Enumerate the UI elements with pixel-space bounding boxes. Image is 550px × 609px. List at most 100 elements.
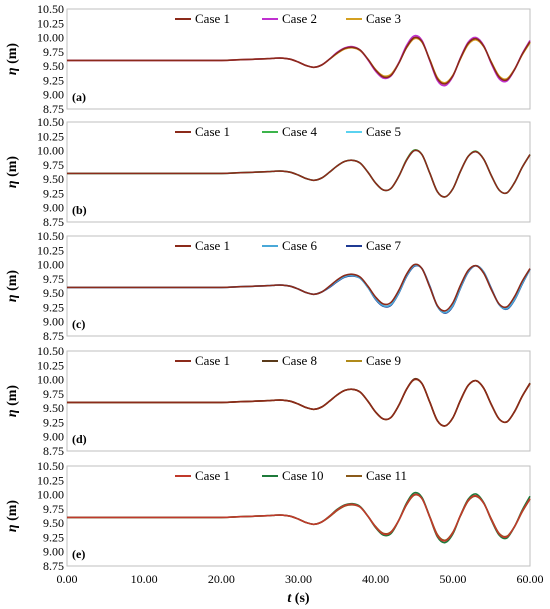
y-tick-label: 9.25 bbox=[43, 186, 64, 200]
x-tick-label: 0.00 bbox=[57, 572, 78, 586]
panel-label: (a) bbox=[72, 90, 86, 104]
y-tick-label: 9.75 bbox=[43, 387, 64, 401]
y-tick-label: 10.50 bbox=[37, 115, 64, 129]
legend-label: Case 1 bbox=[195, 468, 230, 483]
legend-label: Case 7 bbox=[366, 238, 402, 253]
plot-frame bbox=[66, 235, 531, 337]
y-axis-symbol: η bbox=[5, 524, 20, 532]
x-tick-label: 40.00 bbox=[362, 572, 389, 586]
y-tick-label: 10.25 bbox=[37, 473, 64, 487]
y-tick-label: 9.00 bbox=[43, 201, 64, 215]
y-tick-label: 10.00 bbox=[37, 373, 64, 387]
y-tick-label: 9.50 bbox=[43, 401, 64, 415]
y-axis-unit: (m) bbox=[5, 43, 20, 64]
y-axis-symbol: η bbox=[5, 409, 20, 417]
y-tick-label: 9.75 bbox=[43, 45, 64, 59]
y-tick-label: 9.75 bbox=[43, 502, 64, 516]
y-tick-label: 9.25 bbox=[43, 530, 64, 544]
y-axis-unit: (m) bbox=[5, 270, 20, 291]
plot-frame bbox=[66, 465, 531, 567]
legend-label: Case 5 bbox=[366, 124, 401, 139]
y-axis-label: η (m) bbox=[5, 43, 20, 76]
series-line-0 bbox=[67, 36, 531, 85]
x-tick-label: 50.00 bbox=[439, 572, 466, 586]
y-axis-unit: (m) bbox=[5, 385, 20, 406]
legend-label: Case 3 bbox=[366, 11, 401, 26]
y-tick-label: 9.00 bbox=[43, 315, 64, 329]
plot-frame bbox=[66, 350, 531, 452]
y-tick-label: 9.25 bbox=[43, 300, 64, 314]
legend-label: Case 1 bbox=[195, 11, 230, 26]
legend-label: Case 1 bbox=[195, 124, 230, 139]
legend-label: Case 2 bbox=[282, 11, 317, 26]
legend-label: Case 1 bbox=[195, 238, 230, 253]
y-tick-label: 10.50 bbox=[37, 459, 64, 473]
plot-frame bbox=[66, 121, 531, 223]
y-tick-label: 10.00 bbox=[37, 488, 64, 502]
y-axis-symbol: η bbox=[5, 67, 20, 75]
y-tick-label: 9.50 bbox=[43, 172, 64, 186]
y-axis-label: η (m) bbox=[5, 156, 20, 189]
y-tick-label: 10.50 bbox=[37, 344, 64, 358]
legend-label: Case 1 bbox=[195, 353, 230, 368]
legend-label: Case 6 bbox=[282, 238, 318, 253]
y-tick-label: 8.75 bbox=[43, 102, 64, 116]
x-axis-symbol: t bbox=[287, 591, 292, 606]
y-tick-label: 9.75 bbox=[43, 272, 64, 286]
y-tick-label: 9.00 bbox=[43, 545, 64, 559]
x-tick-label: 30.00 bbox=[285, 572, 312, 586]
y-axis-unit: (m) bbox=[5, 500, 20, 521]
y-tick-label: 10.25 bbox=[37, 243, 64, 257]
y-axis-unit: (m) bbox=[5, 156, 20, 177]
y-axis-label: η (m) bbox=[5, 270, 20, 303]
y-tick-label: 8.75 bbox=[43, 329, 64, 343]
y-tick-label: 9.50 bbox=[43, 286, 64, 300]
y-tick-label: 10.50 bbox=[37, 229, 64, 243]
y-tick-label: 9.25 bbox=[43, 415, 64, 429]
series-line-0 bbox=[67, 493, 531, 542]
legend-label: Case 11 bbox=[366, 468, 407, 483]
series-line-0 bbox=[67, 149, 531, 198]
x-tick-label: 10.00 bbox=[131, 572, 158, 586]
panel-label: (c) bbox=[72, 317, 85, 331]
y-tick-label: 10.50 bbox=[37, 2, 64, 16]
y-tick-label: 8.75 bbox=[43, 444, 64, 458]
y-tick-label: 9.25 bbox=[43, 73, 64, 87]
y-tick-label: 10.00 bbox=[37, 258, 64, 272]
y-tick-label: 9.00 bbox=[43, 430, 64, 444]
y-tick-label: 8.75 bbox=[43, 215, 64, 229]
x-axis-label: t (s) bbox=[287, 591, 310, 606]
y-tick-label: 9.50 bbox=[43, 516, 64, 530]
y-axis-symbol: η bbox=[5, 180, 20, 188]
y-axis-symbol: η bbox=[5, 294, 20, 302]
y-tick-label: 10.00 bbox=[37, 31, 64, 45]
x-tick-label: 60.00 bbox=[517, 572, 544, 586]
y-tick-label: 10.00 bbox=[37, 144, 64, 158]
y-tick-label: 10.25 bbox=[37, 358, 64, 372]
panel-label: (e) bbox=[72, 547, 85, 561]
y-tick-label: 8.75 bbox=[43, 559, 64, 573]
panel-label: (b) bbox=[72, 203, 87, 217]
y-tick-label: 9.00 bbox=[43, 88, 64, 102]
y-tick-label: 9.50 bbox=[43, 59, 64, 73]
x-axis-unit: (s) bbox=[295, 591, 310, 606]
y-tick-label: 10.25 bbox=[37, 129, 64, 143]
y-tick-label: 9.75 bbox=[43, 158, 64, 172]
series-line-0 bbox=[67, 263, 531, 312]
legend-label: Case 4 bbox=[282, 124, 318, 139]
x-tick-label: 20.00 bbox=[208, 572, 235, 586]
y-axis-label: η (m) bbox=[5, 385, 20, 418]
y-axis-label: η (m) bbox=[5, 500, 20, 533]
legend-label: Case 10 bbox=[282, 468, 324, 483]
y-tick-label: 10.25 bbox=[37, 16, 64, 30]
series-line-0 bbox=[66, 378, 531, 427]
legend-label: Case 9 bbox=[366, 353, 401, 368]
legend-label: Case 8 bbox=[282, 353, 317, 368]
panel-label: (d) bbox=[72, 432, 87, 446]
